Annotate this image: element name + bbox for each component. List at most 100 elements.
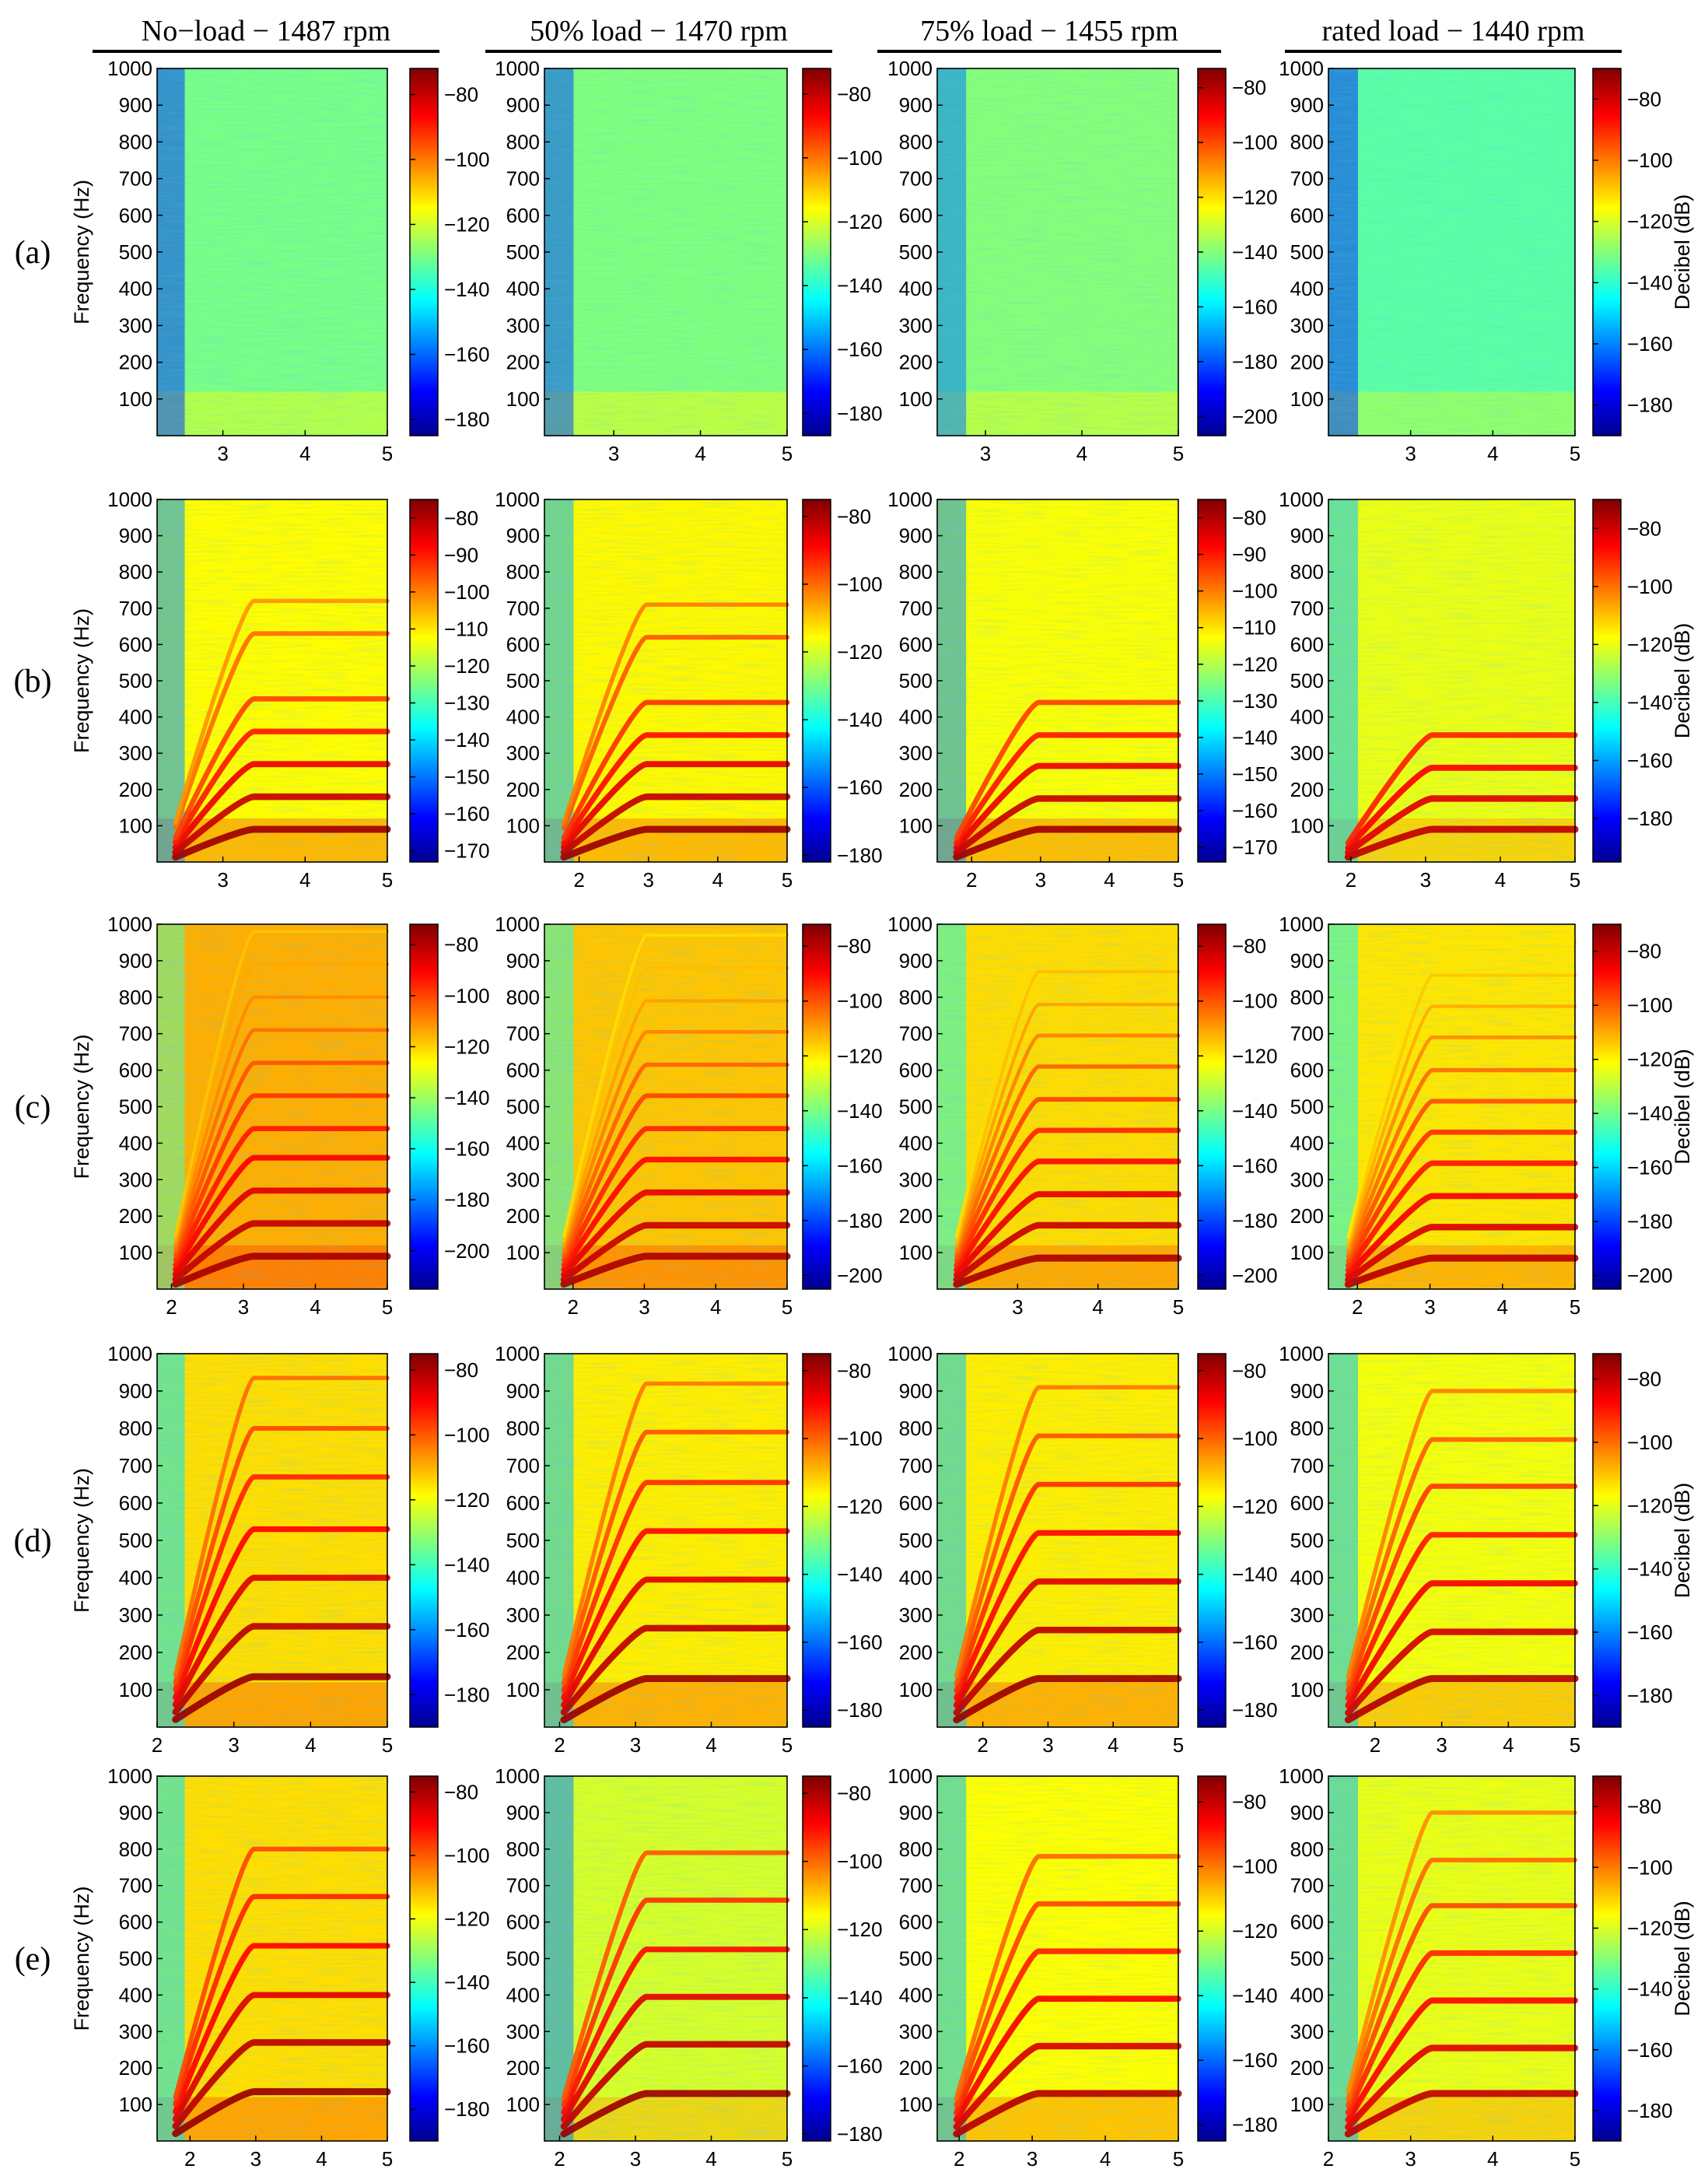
y-tick-label: 800 [506,1838,540,1861]
colorbar-tick-label: −80 [1627,1795,1661,1818]
y-tick-label: 300 [899,2020,933,2043]
y-tick-label: 400 [899,277,933,300]
order-line [1344,1675,1579,1724]
row-label: (d) [14,1523,52,1559]
y-tick-label: 100 [1290,2093,1324,2116]
order-line [172,1992,390,2122]
y-tick-label: 600 [1290,204,1324,227]
spectrogram-panel: 100 200 300 400 500 600 700 800 900 1000 2 3 4 5 Frequ… [70,1764,490,2171]
order-line [1346,1484,1578,1694]
order-line [953,1675,1182,1724]
y-tick-label: 300 [506,2020,540,2043]
x-tick-label: 5 [1570,868,1580,892]
y-tick-label: 400 [1290,1566,1324,1589]
y-tick-label: 700 [899,1022,933,1046]
order-line [1345,1160,1578,1274]
y-tick-label: 800 [1290,1838,1324,1861]
x-tick-label: 5 [1173,1733,1184,1757]
x-tick-label: 3 [1027,2147,1038,2171]
y-tick-label: 500 [899,1529,933,1552]
order-line [172,1253,391,1288]
colorbar-tick-label: −140 [1627,691,1673,714]
order-line [953,1191,1181,1278]
order-line [954,969,1180,1243]
y-tick-label: 700 [119,167,152,191]
colorbar-tick-label: −160 [837,776,883,799]
spectrogram-panel: 100 200 300 400 500 600 700 800 900 1000 3 4 5 −80 −10… [495,57,882,465]
x-tick-label: 2 [977,1733,988,1757]
y-tick-label: 800 [119,1417,152,1440]
y-tick-label: 500 [1290,1095,1324,1119]
spectrogram-panel: 100 200 300 400 500 600 700 800 900 1000 2 3 4 5 −80 −1… [1279,1342,1694,1757]
column-title: 75% load − 1455 rpm [920,15,1178,47]
colorbar-tick-label: −80 [444,1358,478,1382]
y-tick-label: 200 [506,1204,540,1228]
y-tick-label: 300 [899,741,933,765]
spectrogram-panel: 100 200 300 400 500 600 700 800 900 1000 3 4 5 −80 −10… [1279,57,1694,465]
colorbar-tick-label: −120 [837,1918,883,1941]
y-tick-label: 900 [1290,1379,1324,1403]
y-tick-label: 300 [1290,1603,1324,1627]
order-line [173,995,390,1247]
order-line [173,728,390,846]
x-tick-label: 3 [639,1295,649,1319]
order-line [954,937,1180,1239]
y-tick-label: 100 [506,2093,540,2116]
y-tick-label: 200 [119,351,152,374]
y-axis-label: Frequency (Hz) [70,1886,93,2031]
y-tick-label: 500 [119,240,152,264]
y-tick-label: 800 [119,560,152,583]
colorbar-tick-label: −120 [837,640,883,664]
order-line [954,1127,1181,1268]
y-tick-label: 1000 [1279,1764,1324,1788]
x-tick-label: 3 [980,442,991,465]
x-tick-label: 5 [382,2147,393,2171]
y-tick-label: 100 [119,1241,152,1264]
colorbar-tick-label: −120 [444,1035,490,1058]
colorbar-tick-label: −180 [1232,350,1278,373]
y-tick-label: 300 [1290,2020,1324,2043]
colorbar-tick-label: −120 [444,1488,490,1512]
colorbar [1592,68,1622,436]
y-tick-label: 200 [1290,1641,1324,1664]
colorbar-label: Decibel (dB) [1671,1049,1694,1165]
y-tick-label: 900 [119,524,152,548]
y-tick-label: 600 [1290,1491,1324,1515]
colorbar-tick-label: −80 [837,1782,871,1805]
colorbar-tick-label: −80 [1232,76,1266,100]
colorbar-tick-label: −160 [1627,749,1673,773]
order-line [173,631,390,830]
y-tick-label: 800 [1290,1417,1324,1440]
y-tick-label: 400 [899,1131,933,1155]
colorbar-tick-label: −140 [1232,1099,1278,1123]
y-tick-label: 500 [1290,1947,1324,1971]
order-line [954,1033,1181,1253]
spectrogram-panel: 100 200 300 400 500 600 700 800 900 1000 2 3 4 5 Frequ… [70,913,490,1319]
order-line [1345,1580,1578,1709]
y-tick-label: 100 [119,2093,152,2116]
y-tick-label: 1000 [887,488,933,511]
y-tick-label: 300 [119,1603,152,1627]
colorbar-tick-label: −200 [837,1263,883,1287]
colorbar [802,1775,831,2142]
order-line [560,2090,791,2138]
spectrogram-panel: 100 200 300 400 500 600 700 800 900 1000 2 3 4 5 −80 −1… [887,1342,1277,1757]
colorbar-tick-label: −80 [837,505,871,528]
x-tick-label: 3 [238,1295,249,1319]
colorbar-tick-label: −80 [444,82,478,106]
colorbar-tick-label: −100 [837,1850,883,1873]
colorbar-tick-label: −160 [444,343,490,366]
y-tick-label: 300 [119,1168,152,1191]
order-line [561,699,790,841]
x-tick-label: 5 [1570,1733,1580,1757]
colorbar [1592,923,1622,1290]
y-tick-label: 900 [119,93,152,117]
colorbar-tick-label: −110 [1232,616,1276,639]
y-tick-label: 800 [1290,986,1324,1009]
colorbar-tick-label: −100 [837,573,883,596]
order-line [561,761,790,851]
x-tick-label: 5 [782,1295,793,1319]
colorbar-tick-label: −120 [1627,210,1673,233]
spectrogram-panel: 100 200 300 400 500 600 700 800 900 1000 2 3 4 5 −80 −1… [1279,488,1694,892]
x-tick-label: 2 [954,2147,964,2171]
